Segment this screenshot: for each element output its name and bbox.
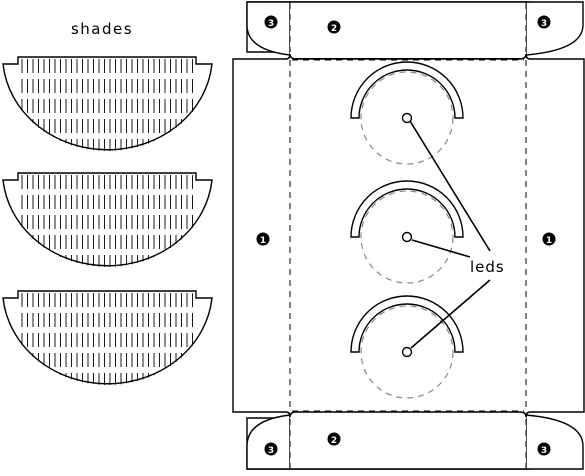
svg-text:1: 1: [546, 236, 552, 246]
svg-text:3: 3: [268, 446, 274, 456]
led-holder-2: [350, 180, 464, 284]
marker-1-right: 1: [542, 232, 556, 246]
svg-text:3: 3: [541, 19, 547, 29]
leader-line-1: [409, 120, 491, 252]
led-hole-1: [401, 112, 413, 124]
svg-text:1: 1: [260, 236, 266, 246]
shade-3: [2, 290, 213, 385]
led-hole-2: [401, 231, 413, 243]
marker-2-bottom: 2: [327, 432, 341, 446]
led-hole-3: [401, 346, 413, 358]
marker-3-top-right: 3: [537, 15, 551, 29]
led-holder-3: [350, 295, 464, 399]
bottom-right-ear: [525, 414, 584, 470]
svg-text:3: 3: [541, 446, 547, 456]
marker-3-top-left: 3: [264, 15, 278, 29]
marker-3-bottom-left: 3: [264, 442, 278, 456]
marker-2-top: 2: [327, 20, 341, 34]
svg-text:2: 2: [331, 436, 337, 446]
leader-line-3: [410, 279, 491, 349]
shade-2: [2, 172, 213, 267]
shade-1-slits: [21, 59, 193, 151]
marker-1-left: 1: [256, 232, 270, 246]
svg-text:2: 2: [331, 24, 337, 34]
shades-label: shades: [71, 20, 133, 38]
led-holder-1: [350, 61, 464, 165]
shade-2-slits: [21, 175, 193, 267]
shade-1: [2, 56, 213, 151]
leader-line-2: [411, 239, 471, 258]
shade-3-slits: [21, 293, 193, 385]
svg-text:3: 3: [268, 19, 274, 29]
top-right-ear: [525, 1, 584, 56]
marker-3-bottom-right: 3: [537, 442, 551, 456]
leds-label: leds: [470, 258, 505, 276]
